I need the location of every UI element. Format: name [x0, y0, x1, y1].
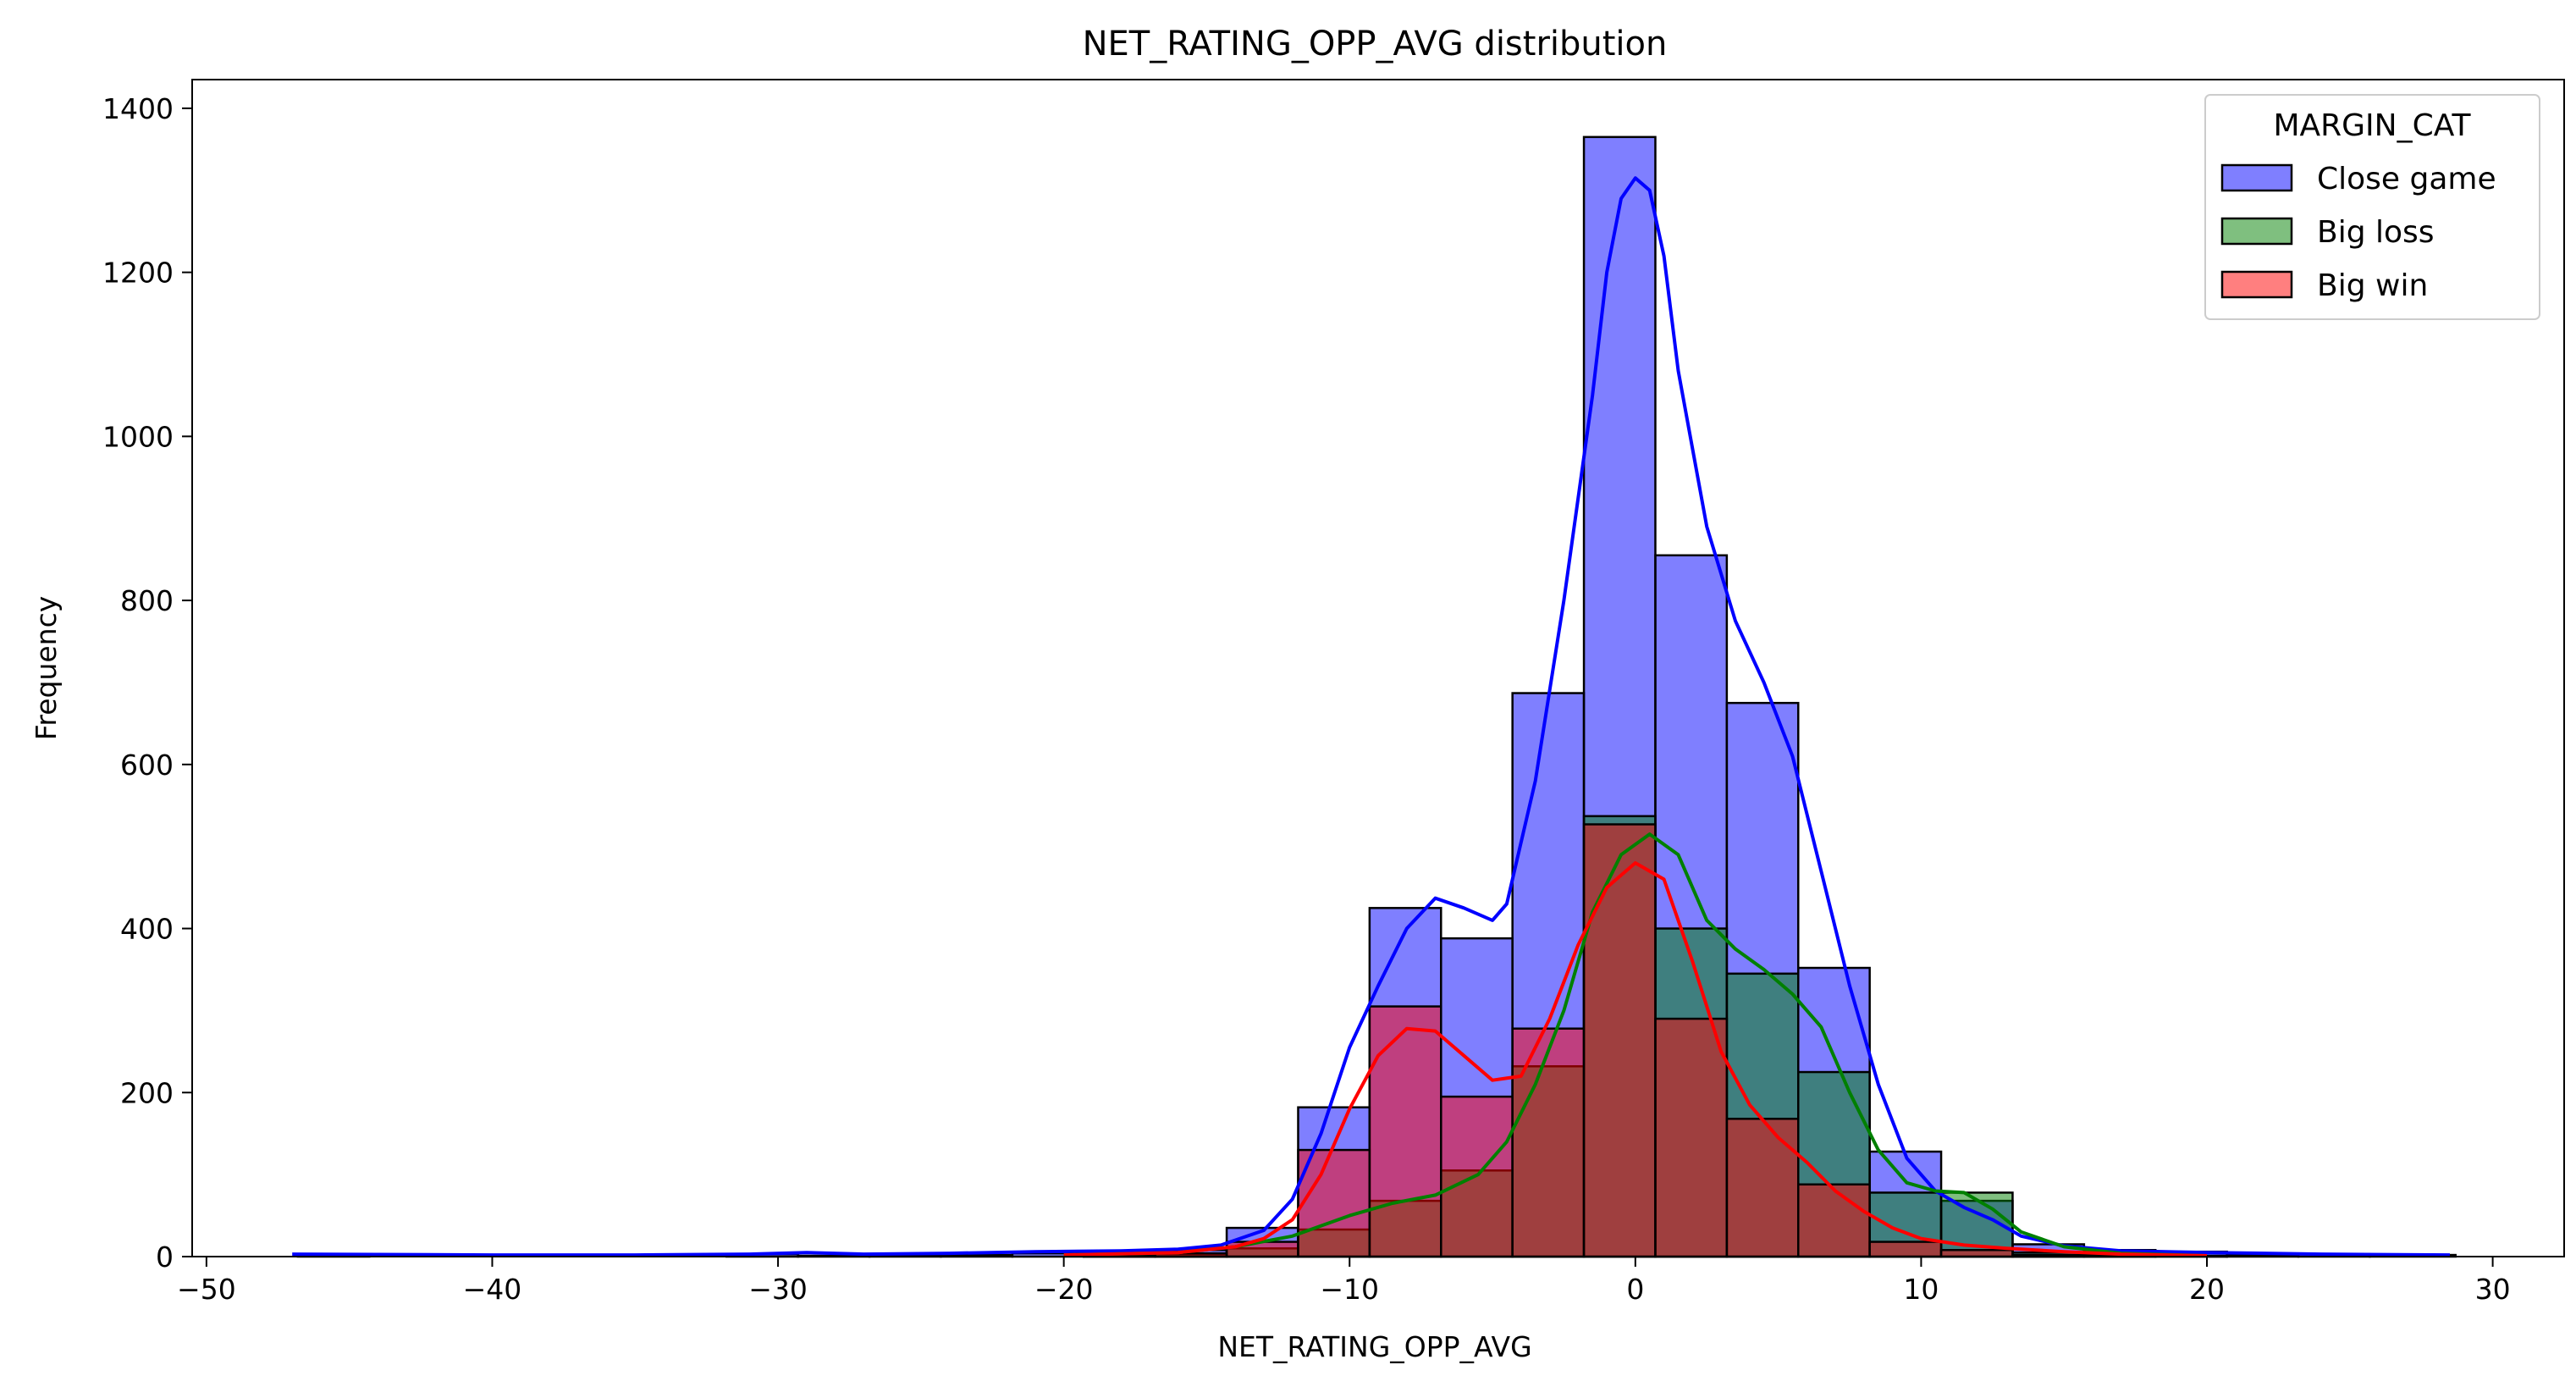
kde-curve: [292, 176, 2451, 1257]
kde-layer: [292, 176, 2451, 1257]
y-tick-label: 1400: [102, 92, 174, 125]
histogram-bar: [1654, 1017, 1729, 1258]
histogram-bar: [1582, 823, 1657, 1258]
y-tick-label: 0: [156, 1241, 174, 1274]
plot-area: [191, 79, 2565, 1258]
y-tick-label: 800: [120, 584, 174, 617]
x-tick-label: 30: [2475, 1273, 2511, 1306]
kde-curve: [1063, 861, 2208, 1257]
y-tick-label: 400: [120, 913, 174, 946]
legend-label: Big loss: [2317, 215, 2435, 250]
legend-box: [2204, 94, 2540, 320]
legend-title: MARGIN_CAT: [2273, 108, 2471, 143]
histogram-bar: [1368, 1005, 1442, 1258]
x-tick-label: −50: [177, 1273, 236, 1306]
histogram-bar: [1725, 1118, 1800, 1258]
y-tick-label: 1000: [102, 420, 174, 453]
histogram-bar: [1225, 1241, 1299, 1258]
chart-title: NET_RATING_OPP_AVG distribution: [1083, 25, 1668, 64]
x-tick-label: 0: [1626, 1273, 1644, 1306]
y-axis-label: Frequency: [30, 596, 63, 740]
legend: MARGIN_CAT Close game Big loss Big win: [2204, 94, 2540, 320]
x-tick-label: −20: [1034, 1273, 1094, 1306]
legend-items: Close game Big loss Big win: [2220, 162, 2496, 303]
axes-frame: [191, 79, 2565, 1257]
histogram-bar: [1511, 1027, 1586, 1258]
x-tick-label: −40: [463, 1273, 522, 1306]
y-tick-label: 1200: [102, 257, 174, 290]
x-axis-ticks: −50 −40 −30 −20 −10 0 10 20 30: [177, 1257, 2511, 1306]
x-tick-label: −10: [1320, 1273, 1379, 1306]
histogram-bar: [1939, 1249, 2014, 1258]
y-axis-ticks: 0 200 400 600 800 1000 1200 1400: [102, 92, 192, 1274]
legend-swatch: [2220, 163, 2293, 192]
y-tick-label: 200: [120, 1076, 174, 1109]
legend-label: Close game: [2317, 162, 2496, 196]
x-tick-label: 20: [2189, 1273, 2225, 1306]
bars-layer: [296, 135, 2457, 1258]
y-tick-label: 600: [120, 749, 174, 782]
legend-label: Big win: [2317, 268, 2428, 303]
x-axis-label: NET_RATING_OPP_AVG: [1217, 1330, 1531, 1363]
x-tick-label: 10: [1903, 1273, 1939, 1306]
legend-swatch: [2220, 270, 2293, 299]
x-tick-label: −30: [748, 1273, 808, 1306]
kde-curve: [1063, 832, 2208, 1257]
legend-swatch: [2220, 217, 2293, 246]
histogram-bar: [1797, 1183, 1871, 1258]
histogram-bar: [1868, 1241, 1943, 1258]
histogram-bar: [1297, 1148, 1371, 1258]
